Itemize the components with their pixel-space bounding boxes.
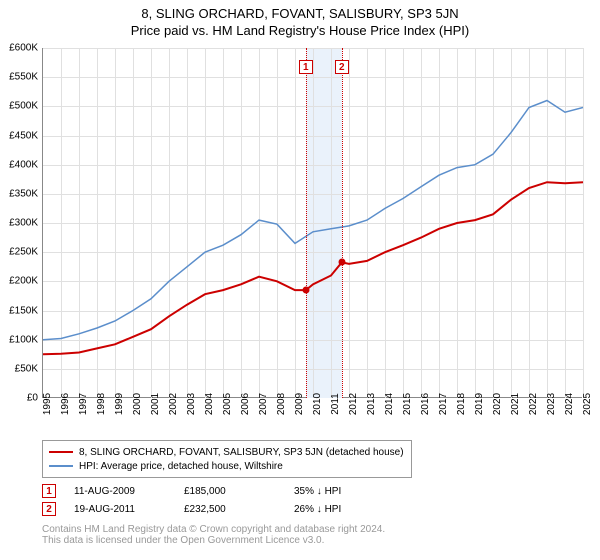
x-tick-label: 2018 xyxy=(456,393,467,415)
y-tick-label: £200K xyxy=(9,276,38,287)
y-tick-label: £100K xyxy=(9,334,38,345)
x-tick-label: 2005 xyxy=(222,393,233,415)
x-tick-label: 2020 xyxy=(492,393,503,415)
y-tick-label: £550K xyxy=(9,72,38,83)
y-tick-label: £400K xyxy=(9,159,38,170)
sales-date: 19-AUG-2011 xyxy=(74,504,184,515)
legend-label-hpi: HPI: Average price, detached house, Wilt… xyxy=(79,461,283,472)
y-tick-label: £500K xyxy=(9,101,38,112)
series-line-property xyxy=(43,182,583,354)
x-tick-label: 2022 xyxy=(528,393,539,415)
title-address: 8, SLING ORCHARD, FOVANT, SALISBURY, SP3… xyxy=(0,6,600,21)
footer-line2: This data is licensed under the Open Gov… xyxy=(42,535,385,546)
x-tick-label: 2008 xyxy=(276,393,287,415)
x-tick-label: 2011 xyxy=(330,393,341,415)
sales-price: £232,500 xyxy=(184,504,294,515)
y-tick-label: £450K xyxy=(9,130,38,141)
chart-area: 12 £0£50K£100K£150K£200K£250K£300K£350K£… xyxy=(42,48,582,418)
x-tick-label: 1999 xyxy=(114,393,125,415)
plot-svg xyxy=(43,48,583,398)
y-tick-label: £300K xyxy=(9,218,38,229)
legend-label-property: 8, SLING ORCHARD, FOVANT, SALISBURY, SP3… xyxy=(79,447,404,458)
x-tick-label: 1996 xyxy=(60,393,71,415)
sale-dot xyxy=(338,259,345,266)
x-tick-label: 2003 xyxy=(186,393,197,415)
x-tick-label: 2006 xyxy=(240,393,251,415)
x-tick-label: 1997 xyxy=(78,393,89,415)
sales-row: 2 19-AUG-2011£232,50026% ↓ HPI xyxy=(42,500,582,518)
x-tick-label: 2007 xyxy=(258,393,269,415)
x-tick-label: 2025 xyxy=(582,393,593,415)
plot-region: 12 xyxy=(42,48,582,398)
y-tick-label: £250K xyxy=(9,247,38,258)
y-tick-label: £0 xyxy=(27,393,38,404)
title-block: 8, SLING ORCHARD, FOVANT, SALISBURY, SP3… xyxy=(0,0,600,38)
sales-diff: 35% ↓ HPI xyxy=(294,486,404,497)
x-tick-label: 2000 xyxy=(132,393,143,415)
x-tick-label: 2015 xyxy=(402,393,413,415)
footer: Contains HM Land Registry data © Crown c… xyxy=(42,524,385,546)
x-tick-label: 1995 xyxy=(42,393,53,415)
x-tick-label: 2016 xyxy=(420,393,431,415)
sales-marker-ref: 1 xyxy=(42,484,56,498)
sales-date: 11-AUG-2009 xyxy=(74,486,184,497)
x-tick-label: 2023 xyxy=(546,393,557,415)
sale-marker-box: 2 xyxy=(335,60,349,74)
x-tick-label: 1998 xyxy=(96,393,107,415)
y-tick-label: £50K xyxy=(15,363,38,374)
chart-container: 8, SLING ORCHARD, FOVANT, SALISBURY, SP3… xyxy=(0,0,600,560)
x-tick-label: 2002 xyxy=(168,393,179,415)
x-tick-label: 2013 xyxy=(366,393,377,415)
legend-swatch-hpi xyxy=(49,465,73,467)
y-tick-label: £350K xyxy=(9,188,38,199)
sale-marker-box: 1 xyxy=(299,60,313,74)
legend-swatch-property xyxy=(49,451,73,453)
legend-row-hpi: HPI: Average price, detached house, Wilt… xyxy=(49,459,405,473)
sale-marker-line xyxy=(342,48,343,398)
sale-marker-line xyxy=(306,48,307,398)
x-tick-label: 2001 xyxy=(150,393,161,415)
sales-diff: 26% ↓ HPI xyxy=(294,504,404,515)
footer-line1: Contains HM Land Registry data © Crown c… xyxy=(42,524,385,535)
sale-dot xyxy=(302,287,309,294)
x-tick-label: 2012 xyxy=(348,393,359,415)
x-tick-label: 2017 xyxy=(438,393,449,415)
sales-table: 1 11-AUG-2009£185,00035% ↓ HPI 2 19-AUG-201… xyxy=(42,482,582,518)
legend-box: 8, SLING ORCHARD, FOVANT, SALISBURY, SP3… xyxy=(42,440,412,478)
title-subtitle: Price paid vs. HM Land Registry's House … xyxy=(0,23,600,38)
x-gridline xyxy=(583,48,584,398)
x-tick-label: 2010 xyxy=(312,393,323,415)
x-tick-label: 2004 xyxy=(204,393,215,415)
sales-marker-ref: 2 xyxy=(42,502,56,516)
x-tick-label: 2014 xyxy=(384,393,395,415)
sales-row: 1 11-AUG-2009£185,00035% ↓ HPI xyxy=(42,482,582,500)
x-tick-label: 2021 xyxy=(510,393,521,415)
x-tick-label: 2024 xyxy=(564,393,575,415)
y-tick-label: £600K xyxy=(9,43,38,54)
sales-price: £185,000 xyxy=(184,486,294,497)
series-line-hpi xyxy=(43,101,583,340)
legend-row-property: 8, SLING ORCHARD, FOVANT, SALISBURY, SP3… xyxy=(49,445,405,459)
y-tick-label: £150K xyxy=(9,305,38,316)
x-tick-label: 2009 xyxy=(294,393,305,415)
x-tick-label: 2019 xyxy=(474,393,485,415)
